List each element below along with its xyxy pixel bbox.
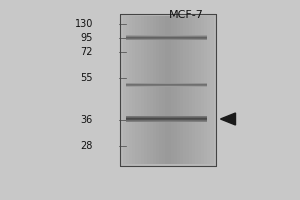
Bar bbox=[141, 16, 145, 164]
Bar bbox=[126, 83, 207, 84]
Bar bbox=[126, 37, 207, 38]
Bar bbox=[126, 120, 207, 121]
Bar bbox=[126, 117, 207, 118]
Text: 36: 36 bbox=[81, 115, 93, 125]
Bar bbox=[126, 86, 207, 87]
Polygon shape bbox=[220, 113, 236, 125]
Bar bbox=[126, 84, 207, 85]
Bar bbox=[177, 16, 181, 164]
Bar bbox=[126, 36, 207, 37]
Bar bbox=[195, 16, 199, 164]
Bar bbox=[156, 16, 160, 164]
Bar bbox=[135, 16, 139, 164]
Bar bbox=[150, 16, 154, 164]
Bar bbox=[204, 16, 208, 164]
Bar bbox=[126, 38, 207, 39]
Bar bbox=[192, 16, 196, 164]
Bar bbox=[207, 16, 211, 164]
Bar bbox=[189, 16, 193, 164]
Bar bbox=[120, 14, 216, 166]
Text: 95: 95 bbox=[81, 33, 93, 43]
Bar bbox=[147, 16, 151, 164]
Bar bbox=[198, 16, 202, 164]
Bar bbox=[126, 85, 207, 86]
Bar bbox=[171, 16, 175, 164]
Bar bbox=[126, 118, 207, 119]
Bar bbox=[126, 16, 130, 164]
Bar bbox=[138, 16, 142, 164]
Bar bbox=[168, 16, 172, 164]
Bar bbox=[165, 16, 169, 164]
Bar bbox=[183, 16, 187, 164]
Bar bbox=[126, 119, 207, 120]
Text: 28: 28 bbox=[81, 141, 93, 151]
Bar bbox=[126, 118, 207, 119]
Bar bbox=[126, 117, 207, 118]
Bar bbox=[159, 16, 163, 164]
Bar bbox=[174, 16, 178, 164]
Bar bbox=[132, 16, 136, 164]
Bar bbox=[126, 116, 207, 117]
Text: 130: 130 bbox=[75, 19, 93, 29]
Bar bbox=[126, 38, 207, 39]
Bar bbox=[186, 16, 190, 164]
Bar bbox=[126, 85, 207, 86]
Bar bbox=[126, 86, 207, 87]
Bar bbox=[126, 35, 207, 36]
Bar bbox=[126, 39, 207, 40]
Bar bbox=[162, 16, 166, 164]
Bar bbox=[180, 16, 184, 164]
Bar bbox=[126, 121, 207, 122]
Bar bbox=[129, 16, 133, 164]
Bar bbox=[123, 16, 127, 164]
Text: MCF-7: MCF-7 bbox=[169, 10, 203, 20]
Bar bbox=[153, 16, 157, 164]
Text: 72: 72 bbox=[80, 47, 93, 57]
Bar bbox=[126, 39, 207, 40]
Bar bbox=[201, 16, 205, 164]
Text: 55: 55 bbox=[80, 73, 93, 83]
Bar bbox=[210, 16, 214, 164]
Bar bbox=[144, 16, 148, 164]
